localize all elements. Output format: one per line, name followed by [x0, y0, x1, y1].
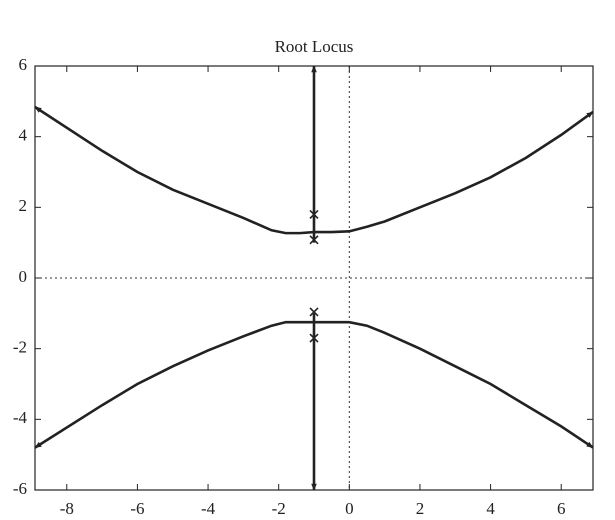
- y-tick-label: -6: [13, 479, 27, 498]
- y-tick-label: -2: [13, 338, 27, 357]
- pole: [309, 333, 319, 343]
- locus-branch: [34, 320, 594, 449]
- x-tick-label: -2: [272, 499, 286, 518]
- x-tick-label: -8: [60, 499, 74, 518]
- chart-title: Root Locus: [275, 37, 354, 56]
- x-tick-label: 4: [486, 499, 495, 518]
- pole: [309, 209, 319, 219]
- pole: [309, 307, 319, 317]
- y-tick-label: 6: [19, 55, 28, 74]
- x-tick-label: -6: [130, 499, 144, 518]
- x-tick-label: 6: [557, 499, 566, 518]
- y-tick-label: 4: [19, 126, 28, 145]
- y-tick-label: -4: [13, 408, 28, 427]
- x-tick-label: 2: [416, 499, 425, 518]
- y-tick-label: 0: [19, 267, 28, 286]
- locus-branch: [34, 105, 594, 235]
- pole: [309, 235, 319, 245]
- y-tick-label: 2: [19, 196, 28, 215]
- x-tick-label: 0: [345, 499, 354, 518]
- x-tick-label: -4: [201, 499, 216, 518]
